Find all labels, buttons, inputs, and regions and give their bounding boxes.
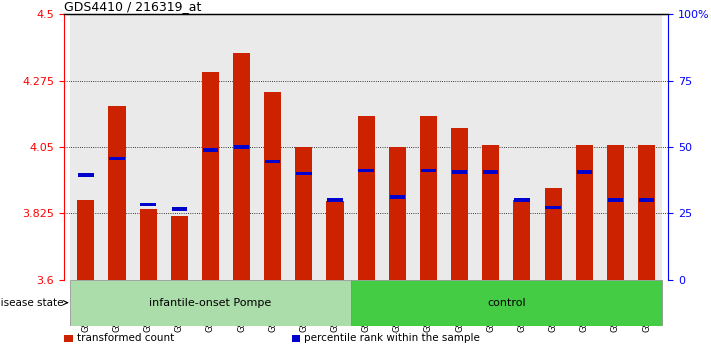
Text: control: control — [487, 298, 525, 308]
Text: infantile-onset Pompe: infantile-onset Pompe — [149, 298, 272, 308]
Bar — [288, 14, 319, 280]
Bar — [631, 14, 662, 280]
Bar — [132, 14, 164, 280]
Bar — [108, 105, 126, 280]
Bar — [452, 170, 467, 174]
Bar — [351, 14, 382, 280]
Bar — [292, 335, 300, 342]
Bar — [202, 72, 219, 280]
Text: transformed count: transformed count — [77, 333, 174, 343]
Bar — [389, 147, 406, 280]
Bar — [234, 145, 250, 149]
Bar — [382, 14, 413, 280]
Bar — [638, 198, 654, 202]
Bar — [600, 14, 631, 280]
Bar — [577, 170, 592, 174]
Bar — [420, 116, 437, 280]
Bar — [70, 14, 102, 280]
Bar — [78, 173, 94, 177]
Bar — [139, 209, 156, 280]
Bar — [257, 14, 288, 280]
Bar — [608, 198, 623, 202]
Bar — [140, 202, 156, 206]
Bar — [164, 14, 195, 280]
Text: percentile rank within the sample: percentile rank within the sample — [304, 333, 480, 343]
Bar — [171, 207, 187, 211]
Bar — [451, 128, 468, 280]
Bar — [265, 160, 280, 164]
Bar — [203, 148, 218, 152]
Bar — [390, 195, 405, 199]
Bar — [576, 145, 593, 280]
Bar — [538, 14, 569, 280]
Bar — [413, 14, 444, 280]
Bar — [77, 200, 95, 280]
Bar — [569, 14, 600, 280]
Bar — [326, 201, 343, 280]
Bar — [545, 206, 561, 209]
Bar — [226, 14, 257, 280]
Bar — [327, 198, 343, 202]
Bar — [195, 14, 226, 280]
Bar — [70, 280, 351, 326]
Bar — [545, 188, 562, 280]
Bar — [513, 200, 530, 280]
Text: disease state: disease state — [0, 298, 68, 308]
Bar — [358, 116, 375, 280]
Bar — [109, 157, 124, 160]
Bar — [358, 169, 374, 172]
Bar — [506, 14, 538, 280]
Bar — [102, 14, 132, 280]
Bar — [482, 145, 499, 280]
Bar — [483, 170, 498, 174]
Bar — [264, 92, 282, 280]
Bar — [444, 14, 475, 280]
Bar — [233, 52, 250, 280]
Bar — [638, 145, 655, 280]
Bar — [171, 216, 188, 280]
Bar — [295, 147, 312, 280]
Bar — [64, 335, 73, 342]
Bar — [606, 145, 624, 280]
Bar — [296, 172, 311, 175]
Bar — [421, 169, 436, 172]
Bar — [319, 14, 351, 280]
Bar — [475, 14, 506, 280]
Bar — [514, 198, 530, 202]
Text: GDS4410 / 216319_at: GDS4410 / 216319_at — [64, 0, 201, 13]
Bar — [351, 280, 662, 326]
